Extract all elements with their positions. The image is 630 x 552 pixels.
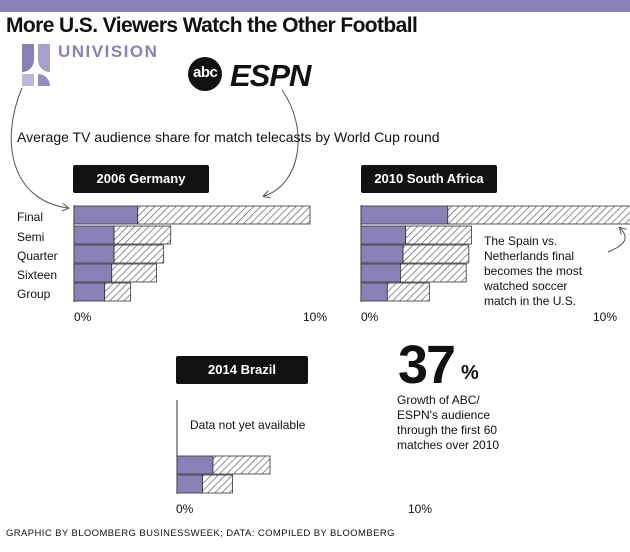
category-label-quarter: Quarter <box>17 249 58 263</box>
axis-tick-2006-max: 10% <box>303 310 328 324</box>
bar-univision-quarter <box>73 244 115 264</box>
bar-univision-sixteen <box>73 263 113 283</box>
axis-tick-2014-min: 0% <box>176 502 194 516</box>
univision-arrow <box>10 87 68 208</box>
bar-abcespn-quarter <box>402 244 470 264</box>
annotation-arrow <box>607 228 625 253</box>
category-label-final: Final <box>17 210 44 224</box>
bar-univision-quarter <box>360 244 404 264</box>
bar-abcespn-group <box>386 282 430 302</box>
top-accent-bar <box>0 0 630 12</box>
callout-text: Growth of ABC/ ESPN's audience through t… <box>397 393 500 452</box>
bar-univision-group <box>360 282 388 302</box>
univision-logo-icon <box>22 44 50 86</box>
bar-univision-group <box>176 474 203 494</box>
axis-tick-2010-min: 0% <box>361 310 379 324</box>
category-label-sixteen: Sixteen <box>17 268 58 282</box>
bar-abcespn-sixteen <box>212 455 271 475</box>
bar-univision-sixteen <box>360 263 401 283</box>
callout-number: 37 <box>398 335 456 395</box>
bar-abcespn-sixteen <box>111 263 158 283</box>
axis-tick-2010-max: 10% <box>593 310 618 324</box>
bar-abcespn-quarter <box>113 244 165 264</box>
bar-abcespn-semi <box>113 225 172 245</box>
final-annotation: The Spain vs. Netherlands final becomes … <box>484 234 583 308</box>
panel-title-2006: 2006 Germany <box>73 165 209 193</box>
bar-abcespn-final <box>447 205 630 225</box>
bar-abcespn-semi <box>405 225 472 245</box>
credit-line: GRAPHIC BY BLOOMBERG BUSINESSWEEK; DATA:… <box>6 528 395 539</box>
univision-logo-text: UNIVISION <box>58 42 159 61</box>
category-label-semi: Semi <box>17 230 45 244</box>
abc-logo-text: abc <box>193 64 218 81</box>
bar-univision-sixteen <box>176 455 214 475</box>
bar-univision-semi <box>360 225 407 245</box>
bar-univision-group <box>73 282 106 302</box>
panel-title-2014: 2014 Brazil <box>176 356 308 384</box>
callout-percent: % <box>461 362 479 384</box>
category-label-group: Group <box>17 287 51 301</box>
axis-tick-2006-min: 0% <box>74 310 92 324</box>
chart-subtitle: Average TV audience share for match tele… <box>17 129 440 145</box>
chart-title: More U.S. Viewers Watch the Other Footba… <box>6 14 418 37</box>
axis-tick-2014-max: 10% <box>408 502 433 516</box>
espn-logo-text: ESPN <box>230 58 311 93</box>
bar-abcespn-sixteen <box>400 263 467 283</box>
bar-abcespn-group <box>202 474 233 494</box>
bar-abcespn-group <box>104 282 132 302</box>
bar-abcespn-final <box>137 205 311 225</box>
data-unavailable-note: Data not yet available <box>190 418 306 432</box>
bar-univision-final <box>73 205 139 225</box>
espn-arrow <box>264 89 299 196</box>
panel-title-2010: 2010 South Africa <box>361 165 497 193</box>
abc-logo-icon <box>188 57 222 91</box>
bar-univision-final <box>360 205 449 225</box>
bar-univision-semi <box>73 225 115 245</box>
